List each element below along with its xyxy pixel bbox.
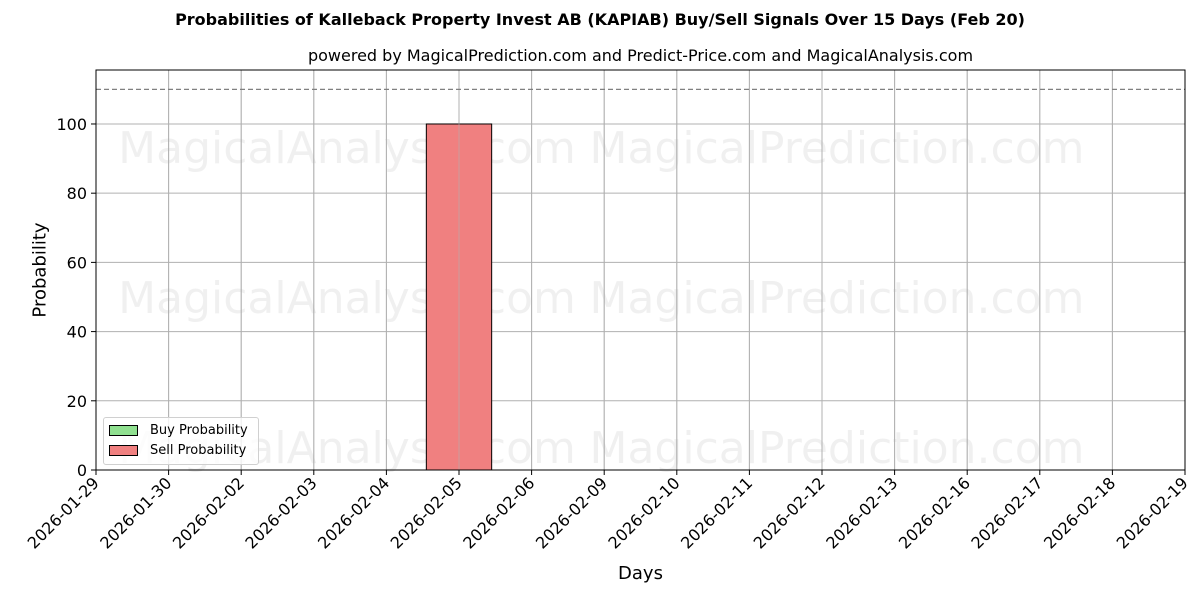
- x-tick-label: 2026-02-16: [895, 473, 974, 552]
- legend-item-sell: Sell Probability: [109, 442, 246, 458]
- y-tick-label: 0: [77, 461, 87, 480]
- plot-frame: [95, 69, 1186, 471]
- x-tick-label: 2026-02-03: [241, 473, 320, 552]
- watermark: MagicalPrediction.com: [590, 123, 1085, 174]
- x-tick-label: 2026-02-19: [1113, 473, 1192, 552]
- y-tick-label: 20: [67, 392, 87, 411]
- y-axis-label: Probability: [29, 222, 51, 318]
- watermark: MagicalPrediction.com: [590, 273, 1085, 324]
- x-tick-label: 2026-01-30: [96, 473, 175, 552]
- legend-sell-label: Sell Probability: [150, 442, 247, 458]
- buy-swatch-icon: [109, 424, 138, 436]
- legend: Buy Probability Sell Probability: [103, 417, 259, 465]
- x-tick-label: 2026-02-09: [532, 473, 611, 552]
- y-tick-label: 40: [67, 323, 87, 342]
- x-tick-label: 2026-02-13: [822, 473, 901, 552]
- x-tick-label: 2026-02-18: [1040, 473, 1119, 552]
- x-tick-label: 2026-02-05: [387, 473, 466, 552]
- legend-buy-label: Buy Probability: [150, 422, 248, 438]
- x-tick-label: 2026-02-12: [750, 473, 829, 552]
- y-tick-label: 60: [67, 253, 87, 272]
- y-tick-label: 100: [56, 115, 87, 134]
- x-tick-label: 2026-02-11: [677, 473, 756, 552]
- x-tick-label: 2026-02-06: [459, 473, 538, 552]
- x-tick-label: 2026-01-29: [24, 473, 103, 552]
- x-tick-label: 2026-02-10: [604, 473, 683, 552]
- x-tick-label: 2026-02-04: [314, 473, 393, 552]
- chart-title: Probabilities of Kalleback Property Inve…: [175, 10, 1025, 29]
- watermark: MagicalPrediction.com: [590, 423, 1085, 474]
- chart-subtitle: powered by MagicalPrediction.com and Pre…: [307, 46, 974, 65]
- y-tick-label: 80: [67, 184, 87, 203]
- x-axis-label: Days: [618, 563, 663, 584]
- x-tick-label: 2026-02-17: [967, 473, 1046, 552]
- sell-swatch-icon: [109, 444, 138, 456]
- watermark: MagicalAnalysis.com: [118, 123, 576, 174]
- watermark: MagicalAnalysis.com: [118, 273, 576, 324]
- x-tick-label: 2026-02-02: [169, 473, 248, 552]
- legend-item-buy: Buy Probability: [109, 422, 248, 438]
